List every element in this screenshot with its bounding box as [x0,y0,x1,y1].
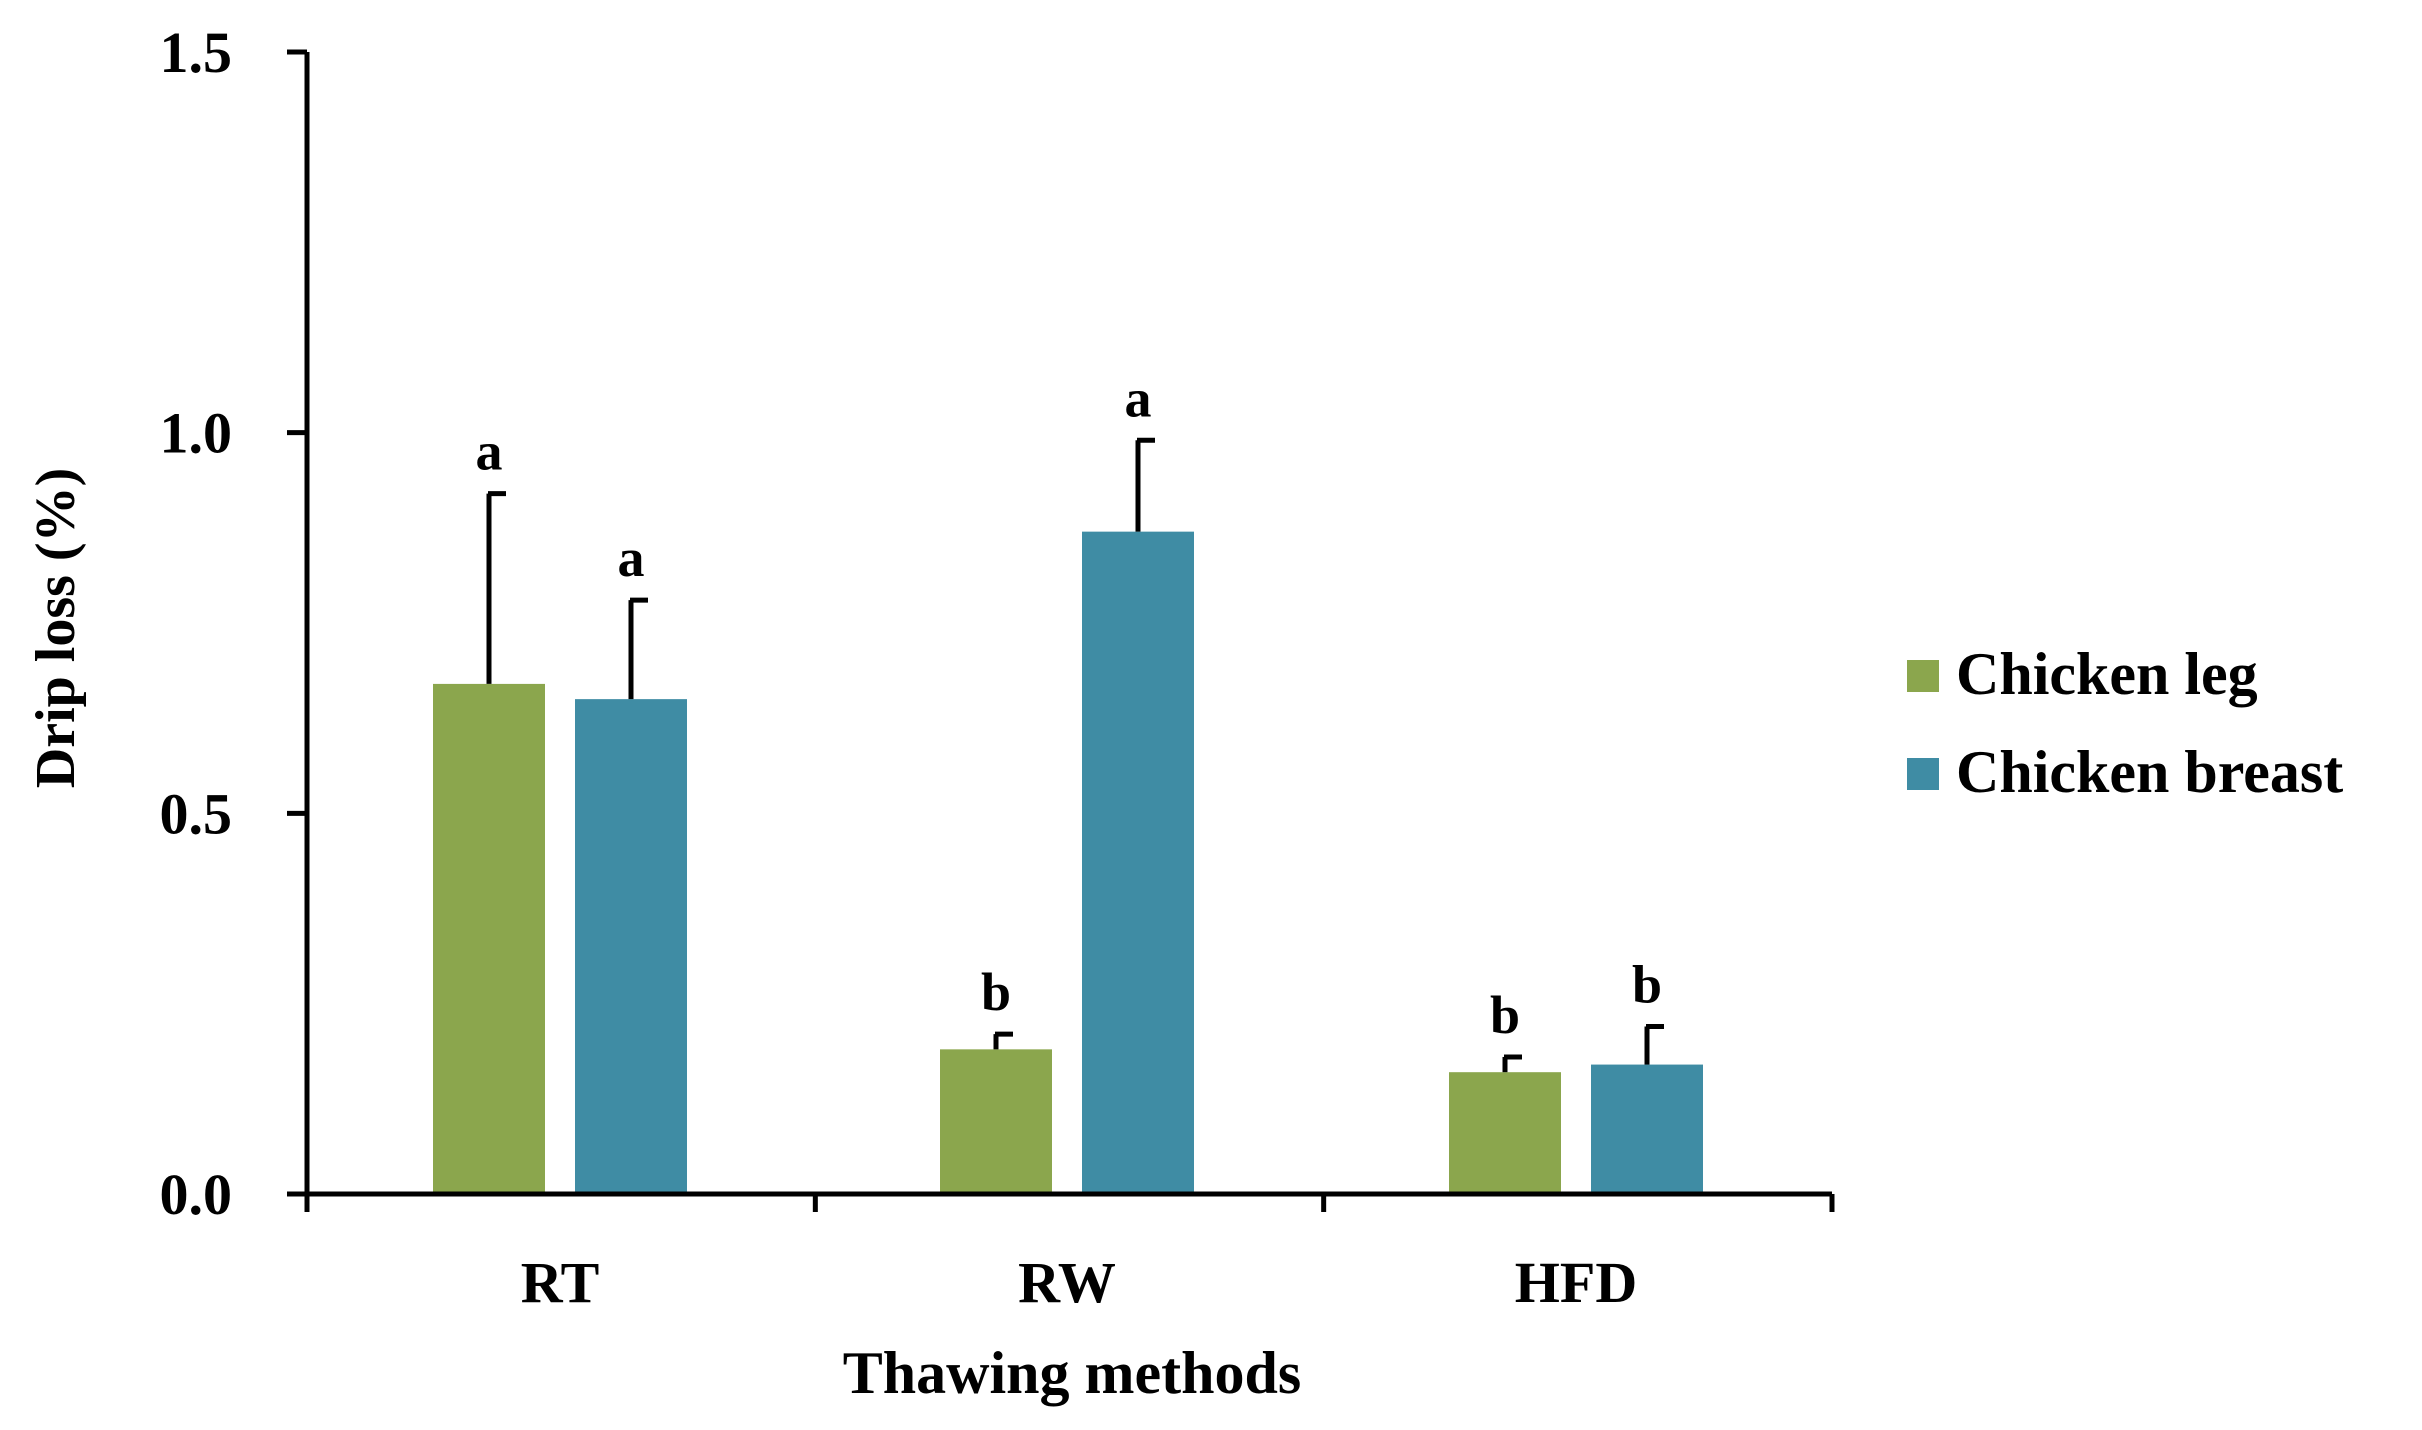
x-tick-label: RW [1018,1250,1116,1315]
significance-label: b [1490,985,1520,1045]
legend: Chicken leg Chicken breast [1907,641,2343,805]
y-axis-title: Drip loss (%) [25,468,87,788]
legend-label: Chicken leg [1956,641,2258,707]
x-tick-label: HFD [1515,1250,1637,1315]
bar-chicken-leg-rt [433,683,545,1194]
significance-label: b [981,962,1011,1022]
significance-label: b [1632,955,1662,1015]
bar-chicken-breast-rt [575,699,687,1194]
y-tick-label: 0.0 [160,1162,233,1227]
significance-label: a [1125,368,1152,428]
plot-area: a b b a a b [433,368,1703,1194]
x-axis-title: Thawing methods [843,1340,1301,1406]
bar-chicken-breast-rw [1082,531,1194,1194]
legend-swatch [1907,660,1939,692]
legend-swatch [1907,758,1939,790]
bar-chicken-leg-rw [940,1049,1052,1194]
y-tick-label: 1.0 [160,401,233,466]
x-tick-label: RT [521,1250,600,1315]
significance-label: a [476,422,503,482]
legend-label: Chicken breast [1956,739,2343,805]
bar-chicken-breast-hfd [1591,1064,1703,1194]
y-tick-label: 1.5 [160,20,233,85]
axes: 0.0 0.5 1.0 1.5 RT RW HFD [160,20,1835,1315]
y-tick-label: 0.5 [160,781,233,846]
bar-chicken-leg-hfd [1449,1072,1561,1194]
significance-label: a [618,528,645,588]
